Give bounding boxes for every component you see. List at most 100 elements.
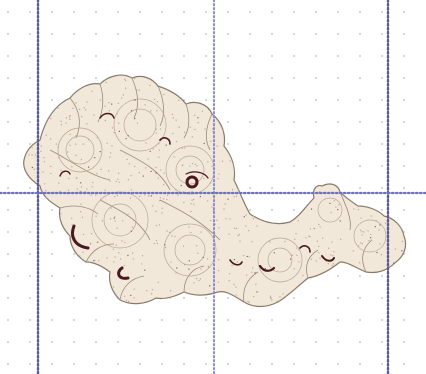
stitch-dot [92,181,94,184]
grid-dot [315,77,317,79]
grid-dot [337,99,339,101]
stitch-dot [130,294,132,296]
grid-dot [227,341,229,343]
stitch-dot [165,247,167,249]
stitch-dot [149,84,151,86]
stitch-dot [125,79,127,81]
grid-dot [7,363,9,365]
grid-dot [29,11,31,13]
stitch-dot [126,158,128,160]
stitch-dot [163,172,165,174]
grid-dot [403,99,405,101]
stitch-dot [111,127,114,129]
stitch-dot [125,153,127,155]
stitch-dot [65,122,67,124]
grid-dot [73,363,75,365]
stitch-dot [394,248,396,250]
stitch-dot [90,242,92,244]
stitch-dot [235,294,237,296]
stitch-dot [290,258,292,260]
grid-dot [293,297,295,299]
stitch-dot [86,123,88,125]
stitch-dot [111,103,113,105]
grid-dot [161,319,163,321]
stitch-dot [252,218,254,220]
grid-dot [249,11,251,13]
grid-dot [249,121,251,123]
stitch-dot [207,161,209,163]
stitch-dot [359,229,362,231]
stitch-dot [218,227,220,229]
grid-dot [95,275,97,277]
grid-dot [403,55,405,57]
stitch-dot [363,263,365,265]
stitch-dot [116,113,118,115]
stitch-dot [169,290,172,292]
stitch-dot [159,128,162,130]
stitch-dot [236,261,238,263]
grid-dot [359,363,361,365]
stitch-dot [401,240,403,243]
stitch-dot [40,145,42,147]
stitch-dot [237,235,239,237]
stitch-dot [333,200,335,202]
stitch-dot [218,270,220,272]
grid-dot [359,11,361,13]
grid-dot [315,143,317,145]
stitch-dot [97,241,99,243]
stitch-dot [211,165,213,167]
stitch-dot [333,251,335,253]
stitch-dot [329,202,331,204]
grid-dot [29,121,31,123]
stitch-dot [375,220,377,222]
grid-dot [271,143,273,145]
grid-dot [73,11,75,13]
stitch-dot [113,132,115,134]
stitch-dot [308,235,310,237]
grid-dot [51,55,53,57]
stitch-dot [175,272,177,274]
stitch-dot [309,236,311,238]
grid-dot [51,253,53,255]
stitch-dot [251,241,253,243]
stitch-dot [155,145,157,147]
grid-dot [51,209,53,211]
grid-dot [337,77,339,79]
stitch-dot [149,150,151,152]
grid-dot [139,33,141,35]
stitch-dot [172,117,174,119]
stitch-dot [81,116,83,118]
stitch-dot [120,258,122,260]
grid-dot [359,187,361,189]
grid-dot [293,77,295,79]
stitch-dot [176,267,178,269]
stitch-dot [124,295,126,297]
grid-dot [29,209,31,211]
grid-dot [227,121,229,123]
stitch-dot [361,243,363,245]
grid-dot [271,341,273,343]
stitch-dot [150,110,152,112]
stitch-dot [133,99,135,101]
stitch-dot [175,141,178,143]
stitch-dot [191,136,193,138]
grid-dot [161,55,163,57]
grid-dot [249,363,251,365]
grid-dot [205,319,207,321]
stitch-dot [239,240,241,242]
stitch-dot [256,291,258,293]
grid-dot [359,121,361,123]
grid-dot [29,231,31,233]
grid-dot [271,77,273,79]
stitch-dot [152,205,154,207]
embroidery-design[interactable] [23,74,407,308]
stitch-dot [158,156,160,158]
grid-dot [73,341,75,343]
stitch-dot [69,133,71,135]
stitch-dot [380,254,382,256]
grid-dot [161,33,163,35]
stitch-dot [79,108,81,110]
